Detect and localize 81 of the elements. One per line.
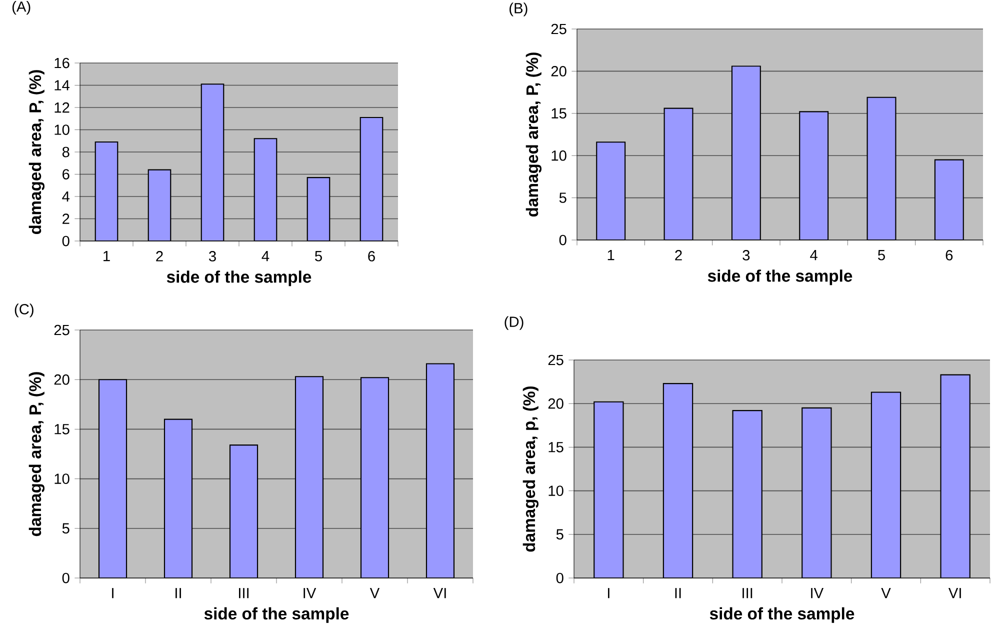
x-tick-label: 6 [946, 250, 953, 260]
bar [94, 141, 118, 241]
x-tick-label: VI [433, 588, 446, 598]
bar [802, 407, 832, 578]
bar [200, 84, 224, 241]
y-tick-label: 15 [552, 108, 566, 119]
bar [306, 177, 330, 241]
y-tick-label: 0 [62, 572, 70, 584]
bar [254, 138, 278, 241]
x-tick-label: 5 [878, 250, 885, 260]
y-tick-label: 12 [54, 102, 70, 113]
x-tick-label: 4 [262, 251, 270, 262]
x-tick-label: IV [304, 588, 316, 598]
bar [870, 392, 902, 578]
y-tick-label: 15 [548, 442, 564, 452]
y-tick-label: 5 [559, 192, 566, 203]
bar [148, 169, 172, 241]
x-tick-label: IV [811, 588, 824, 598]
x-tick-label: 1 [608, 250, 614, 260]
x-tick-label: 3 [208, 251, 216, 262]
bar [934, 159, 964, 240]
y-tick-label: 20 [548, 398, 564, 409]
y-tick-label: 15 [54, 424, 70, 434]
x-tick-label: I [112, 588, 114, 598]
chart-title: (C) [14, 304, 34, 318]
y-tick-label: 10 [548, 486, 564, 496]
y-tick-label: 10 [54, 474, 70, 484]
y-tick-label: 5 [556, 529, 564, 540]
x-tick-label: V [370, 588, 380, 598]
x-tick-label: V [881, 588, 891, 598]
y-tick-label: 25 [54, 324, 70, 336]
bar [866, 96, 896, 240]
y-tick-label: 10 [54, 124, 70, 135]
bar [799, 111, 829, 240]
y-tick-label: 0 [559, 234, 566, 246]
x-tick-label: 3 [742, 250, 750, 260]
y-tick-label: 10 [552, 150, 566, 161]
chart-title: (A) [12, 1, 30, 15]
y-tick-label: 4 [62, 191, 70, 202]
x-axis-title: side of the sample [166, 270, 312, 286]
x-axis-title: side of the sample [708, 270, 852, 286]
x-tick-label: II [675, 588, 681, 598]
y-axis-title: damaged area, p, (%) [522, 386, 538, 552]
y-tick-label: 0 [62, 236, 70, 246]
y-tick-label: 5 [62, 523, 70, 534]
x-axis-title: side of the sample [710, 607, 854, 623]
bar [664, 108, 694, 240]
y-tick-label: 20 [551, 66, 566, 76]
x-tick-label: II [176, 588, 181, 598]
y-axis-title: damaged area, P, (%) [526, 52, 542, 217]
x-tick-label: I [608, 588, 610, 598]
bar [940, 374, 970, 578]
y-tick-label: 6 [62, 169, 70, 180]
x-tick-label: 6 [368, 251, 375, 262]
bar [594, 401, 624, 578]
bar [732, 410, 762, 578]
chart-title: (B) [510, 2, 528, 16]
bar [596, 142, 626, 240]
x-tick-label: III [238, 588, 249, 598]
chart-title: (D) [504, 316, 524, 330]
y-tick-label: 14 [54, 80, 70, 90]
y-tick-label: 25 [548, 354, 564, 366]
x-tick-label: III [742, 588, 752, 598]
bar [662, 383, 694, 578]
y-tick-label: 8 [62, 146, 70, 158]
y-tick-label: 2 [62, 214, 70, 224]
y-tick-label: 16 [54, 58, 70, 68]
x-tick-label: 4 [810, 250, 818, 260]
y-tick-label: 25 [551, 24, 566, 34]
bar [360, 116, 384, 241]
x-axis-title: side of the sample [204, 607, 349, 623]
x-tick-label: 2 [156, 251, 163, 262]
y-tick-label: 0 [556, 572, 564, 584]
bar [731, 66, 761, 240]
x-tick-label: 2 [675, 250, 682, 260]
y-axis-title: damaged area, P, (%) [28, 372, 44, 536]
y-axis-title: damaged area, P, (%) [28, 70, 44, 234]
x-tick-label: VI [948, 588, 961, 598]
x-tick-label: 5 [315, 251, 322, 262]
y-tick-label: 20 [54, 374, 70, 385]
x-tick-label: 1 [104, 251, 110, 262]
